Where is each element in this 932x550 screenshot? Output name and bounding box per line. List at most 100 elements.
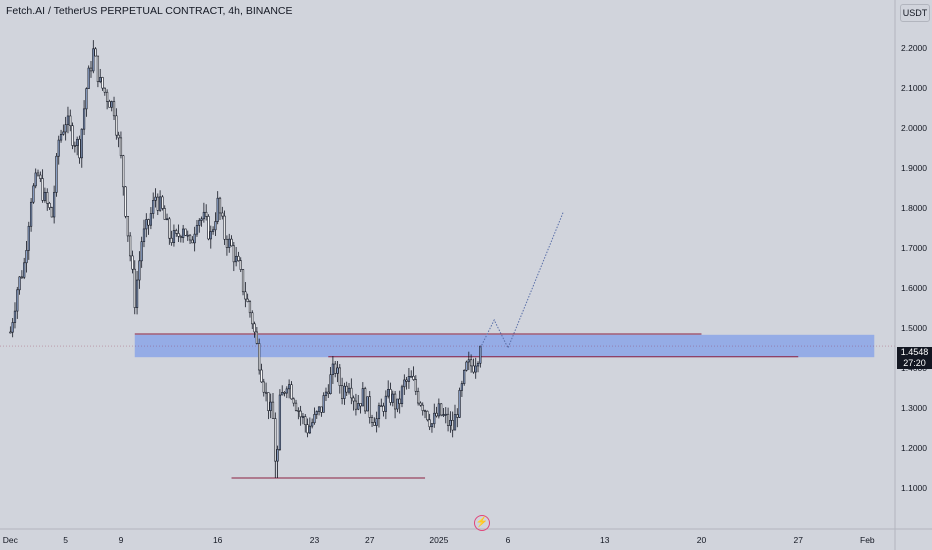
candle-countdown: 27:20 [903, 358, 926, 368]
candle-body [398, 398, 401, 405]
candle-body [361, 388, 364, 407]
plot-area [0, 40, 895, 479]
x-tick-label: 20 [697, 535, 707, 545]
candle-body [29, 201, 33, 227]
y-tick-label: 1.2000 [901, 443, 927, 453]
candle-body [94, 48, 97, 57]
candle-body [205, 211, 208, 217]
candle-body [453, 414, 457, 431]
candle-body [444, 413, 447, 416]
candle-body [442, 414, 445, 416]
candle-body [156, 196, 159, 211]
candle-body [57, 139, 60, 157]
candle-body [290, 384, 293, 400]
candle-body [129, 235, 132, 257]
candle-body [228, 238, 231, 248]
candle-body [64, 124, 67, 133]
candle-body [163, 208, 166, 220]
candle-body [87, 67, 90, 89]
candle-body [34, 172, 37, 187]
candle-body [352, 397, 355, 402]
candle-body [209, 231, 212, 240]
lightning-bolt-icon[interactable]: ⚡ [474, 515, 490, 531]
candle-body [317, 406, 321, 412]
candle-body [407, 376, 411, 382]
candle-body [177, 233, 180, 237]
candle-body [446, 413, 450, 426]
candle-body [267, 392, 270, 411]
candle-body [200, 218, 203, 221]
candle-body [235, 255, 238, 263]
candle-body [188, 234, 192, 241]
candle-body [292, 398, 295, 404]
candle-body [147, 219, 150, 226]
candle-body [313, 414, 316, 424]
currency-button[interactable]: USDT [900, 4, 930, 22]
candle-body [306, 424, 309, 434]
candle-body [165, 218, 169, 221]
candle-body [92, 48, 95, 72]
last-price-value: 1.4548 [900, 347, 929, 357]
candle-body [380, 405, 383, 407]
candle-body [463, 369, 466, 384]
candle-body [133, 268, 136, 308]
candle-body [297, 410, 300, 412]
candle-body [76, 138, 79, 146]
last-price-tag: 1.4548 27:20 [897, 347, 932, 369]
candle-body [364, 388, 367, 412]
candle-body [71, 125, 74, 146]
candle-body [373, 421, 376, 426]
candle-body [283, 392, 286, 394]
chart-title: Fetch.AI / TetherUS PERPETUAL CONTRACT, … [6, 5, 293, 17]
candle-body [301, 416, 305, 418]
candle-body [400, 386, 404, 405]
candle-body [89, 67, 93, 72]
candle-body [423, 410, 427, 412]
candle-body [16, 289, 19, 312]
candle-body [343, 385, 346, 399]
candle-body [241, 269, 245, 293]
candle-body [179, 236, 182, 238]
x-tick-label: 2025 [429, 535, 448, 545]
y-tick-label: 2.0000 [901, 123, 927, 133]
candle-body [175, 230, 178, 234]
x-tick-label: 16 [213, 535, 223, 545]
candle-body [322, 395, 325, 413]
candle-body [99, 77, 102, 82]
x-tick-label: 23 [310, 535, 320, 545]
candle-body [260, 369, 263, 383]
candle-body [320, 406, 323, 413]
candle-body [246, 298, 249, 303]
x-tick-label: Feb [860, 535, 875, 545]
candle-body [248, 301, 252, 314]
candle-body [191, 239, 194, 244]
candle-body [387, 389, 390, 397]
candle-body [152, 200, 155, 214]
candle-body [106, 91, 109, 102]
candle-body [223, 215, 226, 240]
candle-body [140, 241, 143, 262]
x-tick-label: 5 [63, 535, 68, 545]
candle-body [230, 238, 233, 247]
y-tick-label: 2.1000 [901, 83, 927, 93]
y-tick-label: 1.1000 [901, 483, 927, 493]
candle-body [336, 367, 339, 374]
candle-body [458, 390, 461, 418]
candle-body [308, 425, 311, 434]
candle-body [285, 388, 288, 394]
candle-body [474, 365, 477, 373]
candle-body [456, 414, 459, 418]
candle-body [115, 115, 118, 136]
candle-body [195, 225, 199, 235]
candle-body [225, 238, 229, 248]
candle-body [410, 375, 413, 378]
candle-body [417, 390, 420, 404]
candle-body [467, 359, 470, 363]
candle-body [384, 395, 387, 412]
candle-body [182, 228, 185, 238]
candle-body [433, 412, 436, 425]
candle-body [27, 225, 30, 251]
x-tick-label: 27 [794, 535, 804, 545]
x-tick-label: 27 [365, 535, 375, 545]
